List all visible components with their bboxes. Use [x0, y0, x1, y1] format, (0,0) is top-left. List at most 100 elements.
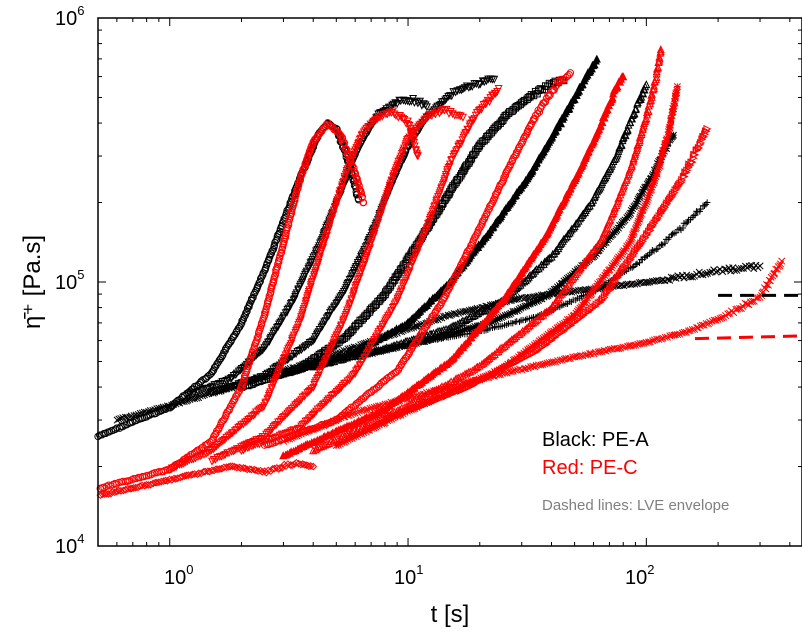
data-point: [387, 331, 395, 339]
data-point: [271, 271, 279, 280]
data-point: [531, 293, 539, 301]
data-point: [457, 386, 466, 395]
data-point: [279, 430, 288, 439]
data-point: [773, 265, 781, 273]
data-point: [669, 108, 677, 116]
data-point: [639, 89, 648, 98]
data-point: [205, 467, 214, 476]
data-point: [633, 280, 641, 288]
data-point: [494, 315, 502, 323]
data-point: [155, 404, 163, 412]
data-point: [644, 338, 653, 346]
data-point: [470, 150, 478, 158]
data-point: [620, 282, 628, 290]
data-point: [567, 224, 576, 233]
data-point: [335, 191, 344, 200]
data-point: [453, 176, 461, 185]
data-point: [293, 432, 301, 440]
data-point: [221, 344, 230, 353]
data-point: [513, 295, 521, 303]
data-point: [285, 428, 294, 437]
data-point: [393, 397, 402, 405]
data-point: [703, 269, 711, 277]
data-point: [228, 462, 237, 471]
data-point: [776, 262, 784, 270]
data-point: [636, 259, 643, 266]
data-point: [187, 471, 196, 479]
data-point: [215, 387, 223, 395]
data-point: [653, 246, 660, 253]
data-point: [220, 377, 229, 386]
data-point: [543, 359, 551, 367]
series-pe-c-19: [96, 458, 318, 499]
data-point: [345, 411, 353, 419]
data-point: [214, 441, 223, 450]
data-point: [698, 321, 706, 329]
data-point: [112, 487, 121, 496]
series-pe-c-9: [96, 119, 368, 493]
data-point: [529, 318, 538, 327]
data-point: [436, 314, 444, 322]
data-point: [258, 403, 267, 412]
data-point: [735, 305, 744, 313]
data-point: [624, 169, 633, 178]
data-point: [234, 324, 243, 333]
data-point: [384, 312, 393, 321]
data-point: [121, 485, 130, 494]
data-point: [679, 224, 687, 232]
data-point: [629, 264, 636, 271]
data-point: [238, 381, 246, 389]
data-point: [309, 425, 317, 434]
data-point: [370, 348, 378, 357]
data-point: [692, 211, 699, 219]
data-point: [230, 462, 239, 471]
data-point: [461, 308, 469, 316]
data-point: [533, 110, 542, 118]
data-point: [430, 109, 439, 118]
data-point: [238, 317, 246, 325]
data-point: [476, 80, 485, 89]
data-point: [344, 436, 352, 444]
data-point: [408, 393, 416, 401]
data-point: [345, 275, 354, 284]
data-point: [199, 450, 209, 459]
data-point: [409, 128, 418, 137]
data-point: [501, 369, 509, 377]
data-point: [274, 418, 283, 427]
data-point: [703, 124, 712, 133]
data-point: [297, 361, 305, 369]
legend: Black: PE-A Red: PE-C Dashed lines: LVE …: [542, 429, 729, 514]
data-point: [518, 366, 526, 374]
x-tick-label-0: 100: [164, 562, 193, 589]
data-point: [695, 143, 704, 152]
data-point: [492, 189, 501, 198]
data-point: [416, 331, 424, 339]
data-point: [463, 379, 471, 387]
data-point: [298, 420, 307, 429]
data-point: [401, 326, 409, 334]
data-point: [265, 435, 274, 444]
data-point: [241, 418, 250, 427]
data-point: [169, 400, 177, 408]
data-point: [272, 324, 281, 333]
data-point: [647, 89, 656, 98]
data-point: [247, 412, 256, 421]
data-point: [587, 289, 596, 297]
data-point: [377, 108, 386, 118]
data-point: [663, 135, 671, 143]
data-point: [159, 403, 167, 411]
data-point: [286, 435, 294, 443]
data-point: [216, 379, 225, 388]
data-point: [648, 183, 656, 191]
data-point: [309, 446, 318, 455]
data-point: [609, 280, 618, 289]
data-point: [615, 344, 623, 353]
data-point: [243, 307, 251, 316]
x-tick-label-1: 101: [394, 562, 423, 589]
data-point: [684, 327, 693, 335]
data-point: [462, 369, 471, 378]
data-point: [140, 481, 149, 490]
data-point: [452, 310, 460, 318]
data-point: [293, 347, 302, 356]
data-point: [638, 339, 646, 348]
